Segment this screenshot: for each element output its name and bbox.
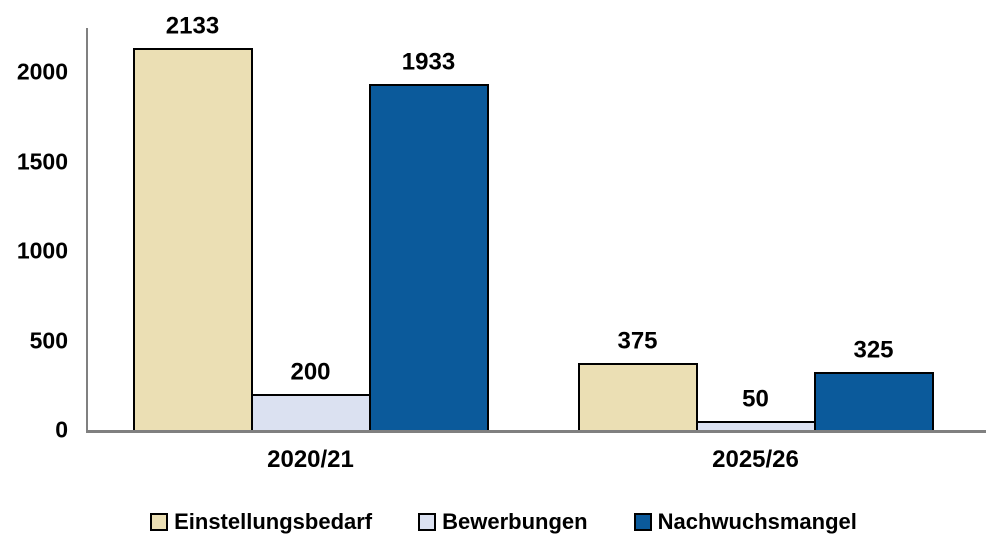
bar-bewerbungen-2025-26	[695, 421, 816, 430]
y-tick-label-1500: 1500	[16, 148, 68, 174]
legend: Einstellungsbedarf Bewerbungen Nachwuchsma…	[0, 506, 1007, 538]
legend-item-einstellungsbedarf: Einstellungsbedarf	[150, 509, 372, 535]
value-label-nachwuchsmangel-2020-21: 1933	[401, 48, 456, 76]
legend-item-bewerbungen: Bewerbungen	[418, 508, 588, 535]
y-tick-label-2000: 2000	[16, 58, 68, 85]
value-label-bewerbungen-2025-26: 50	[742, 385, 769, 413]
bar-bewerbungen-2020-21	[250, 394, 371, 430]
legend-item-nachwuchsmangel: Nachwuchsmangel	[633, 508, 857, 535]
x-axis-line	[86, 430, 986, 433]
y-axis-line	[86, 28, 88, 433]
bar-einstellungsbedarf-2020-21	[132, 48, 253, 430]
y-tick-label-500: 500	[29, 327, 68, 353]
x-category-label-2025-26: 2025/26	[712, 446, 799, 473]
y-tick-label-0: 0	[55, 416, 68, 443]
bar-nachwuchsmangel-2020-21	[368, 84, 489, 430]
value-label-bewerbungen-2020-21: 200	[290, 358, 331, 386]
legend-swatch-nachwuchsmangel	[633, 512, 652, 531]
value-label-einstellungsbedarf-2025-26: 375	[617, 327, 658, 355]
legend-swatch-bewerbungen	[418, 512, 437, 531]
bar-einstellungsbedarf-2025-26	[577, 363, 698, 430]
legend-label-bewerbungen: Bewerbungen	[442, 508, 588, 534]
bar-nachwuchsmangel-2025-26	[813, 372, 934, 430]
x-category-label-2020-21: 2020/21	[267, 446, 354, 473]
legend-swatch-einstellungsbedarf	[150, 512, 169, 531]
legend-label-einstellungsbedarf: Einstellungsbedarf	[174, 508, 373, 534]
value-label-einstellungsbedarf-2020-21: 2133	[165, 12, 220, 40]
y-tick-label-1000: 1000	[16, 237, 68, 264]
value-label-nachwuchsmangel-2025-26: 325	[853, 336, 894, 364]
legend-label-nachwuchsmangel: Nachwuchsmangel	[657, 508, 857, 534]
